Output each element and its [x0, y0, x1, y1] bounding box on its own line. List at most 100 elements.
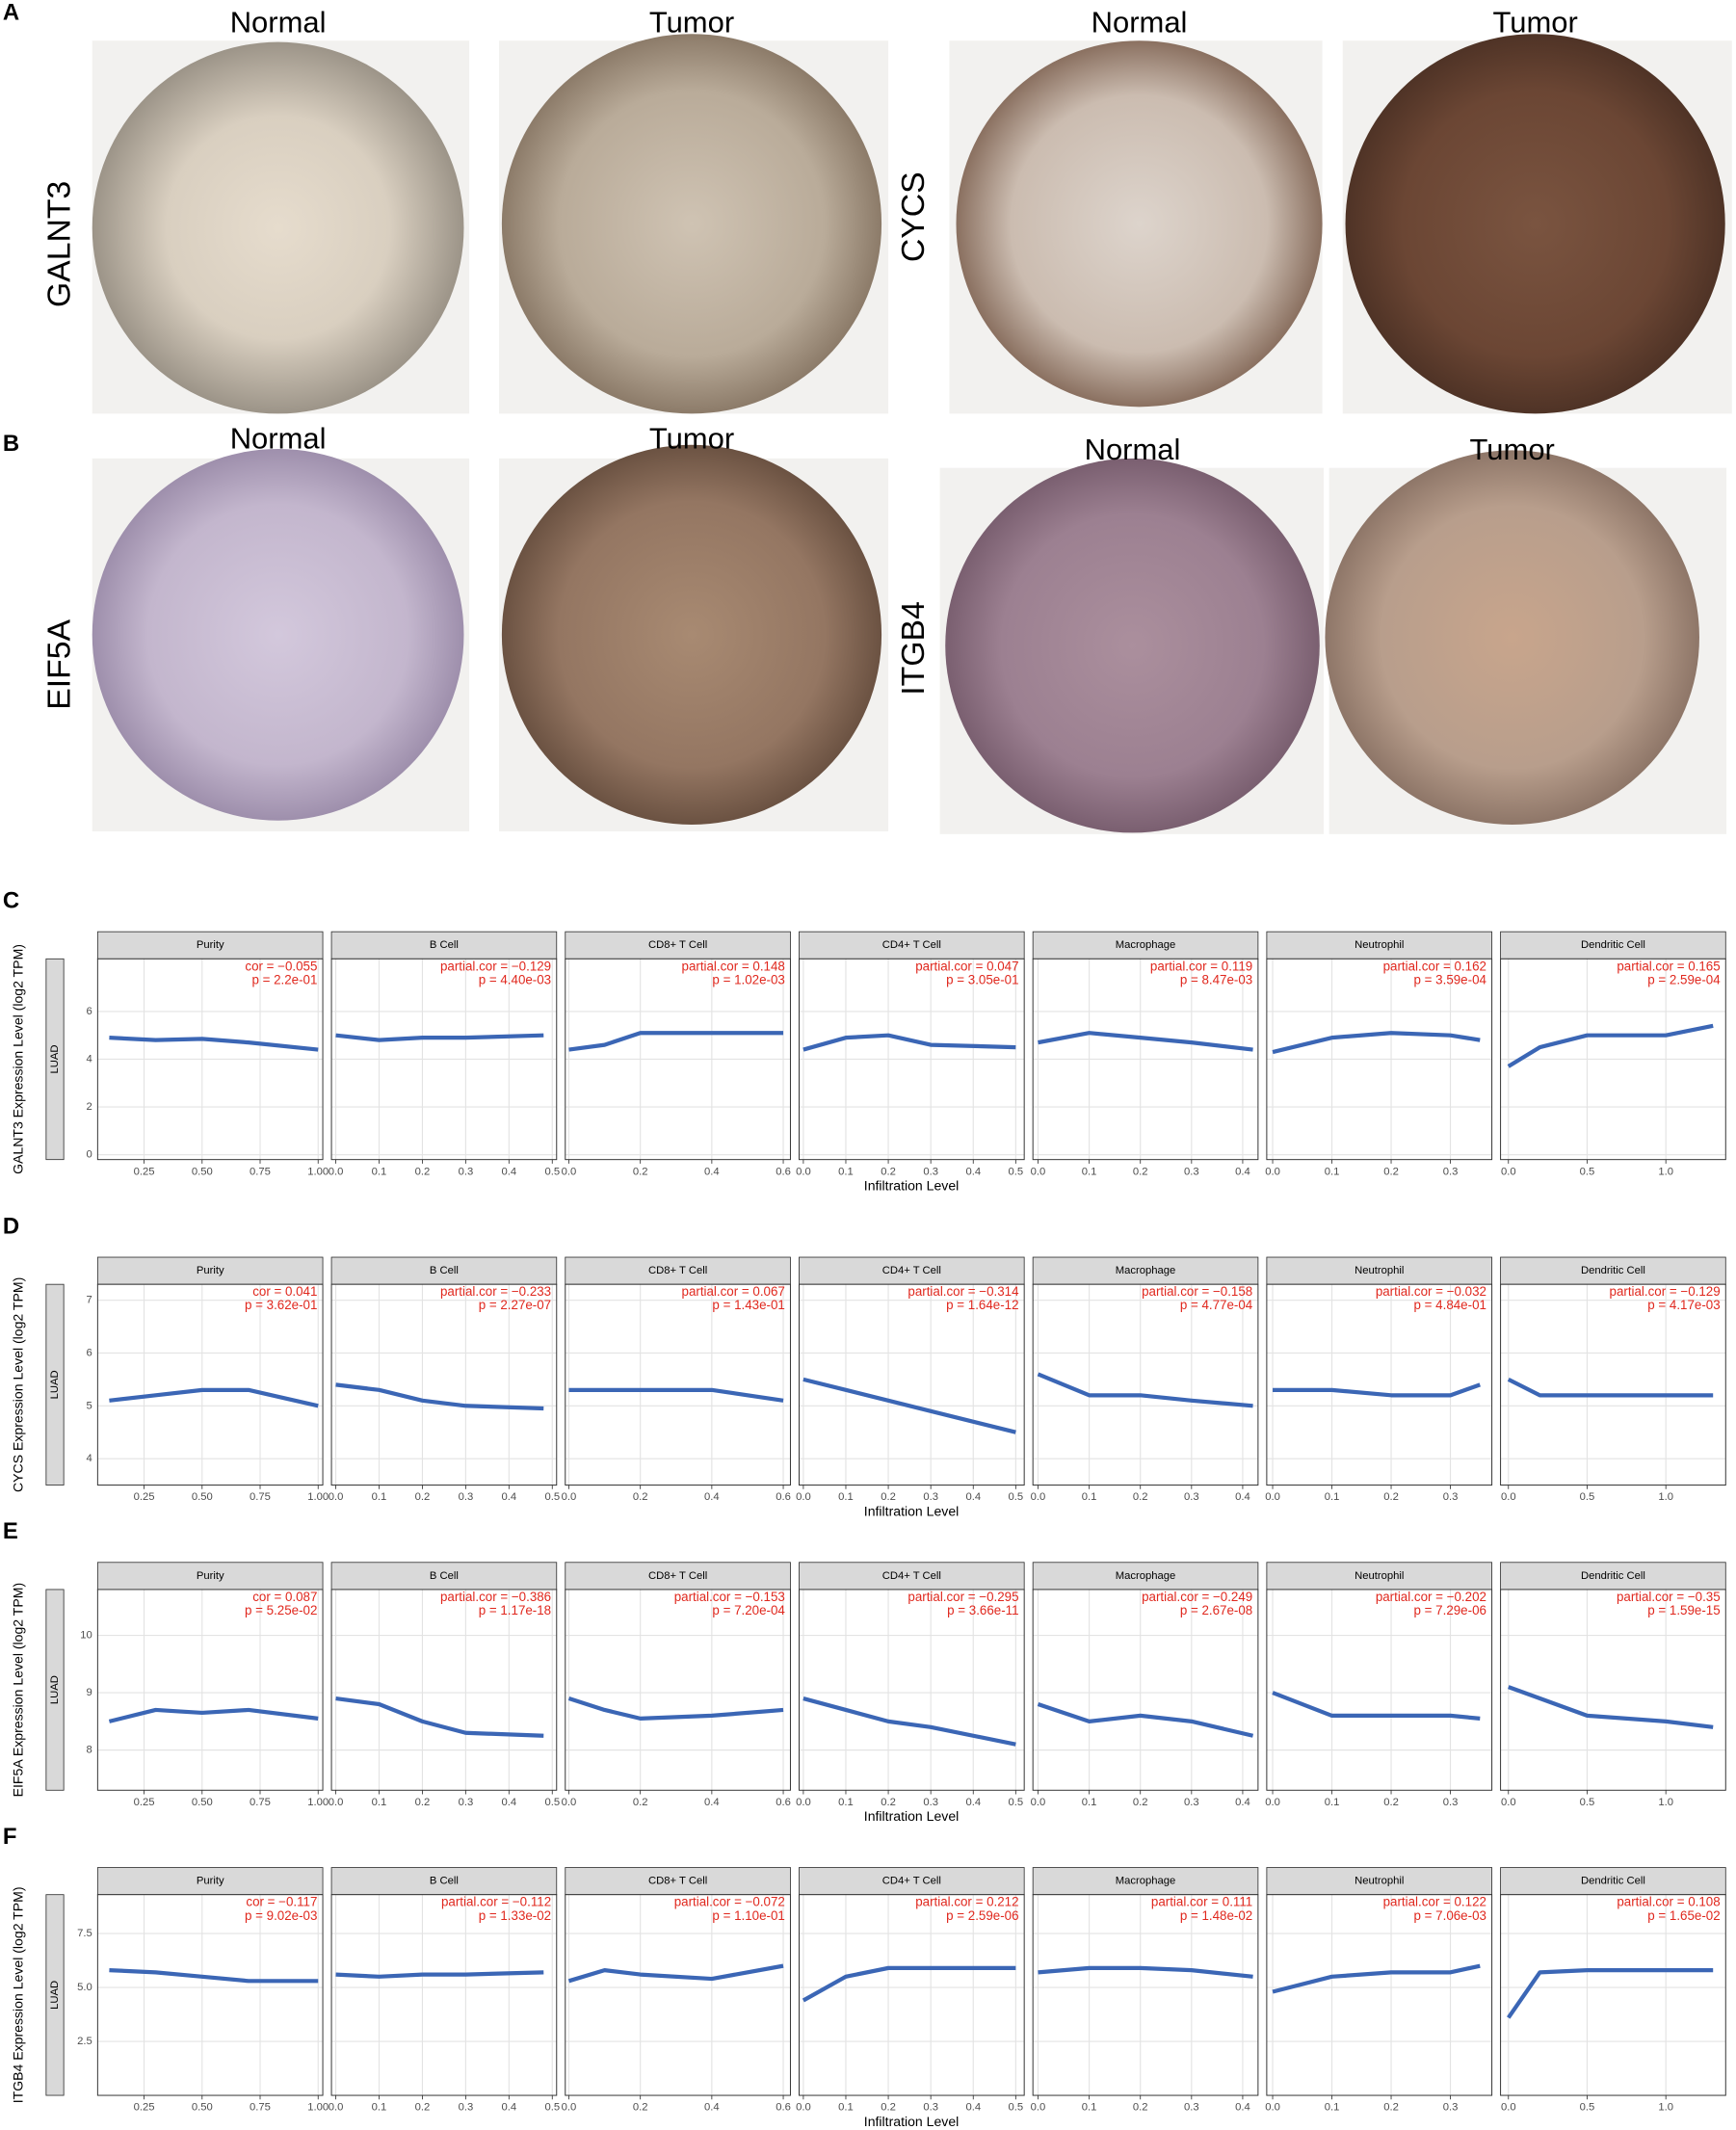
correlation-annotation: partial.cor = 0.212: [915, 1895, 1018, 1909]
facet-title: B Cell: [430, 1265, 459, 1276]
sample-label: Normal: [230, 422, 327, 456]
x-tick-label: 0.0: [1501, 1491, 1516, 1503]
x-tick-label: 0.1: [1325, 1166, 1340, 1177]
x-tick-label: 0.3: [923, 1797, 938, 1808]
x-tick-label: 0.4: [1235, 1166, 1250, 1177]
plot-area: [565, 1284, 791, 1486]
x-tick-label: 0.2: [1133, 2102, 1148, 2114]
facet-title: B Cell: [430, 1876, 459, 1887]
facet-strip: [799, 931, 1025, 960]
x-tick-label: 0.0: [796, 2102, 811, 2114]
correlation-annotation: partial.cor = −0.202: [1376, 1590, 1486, 1604]
correlation-annotation: p = 7.29e-06: [1414, 1603, 1486, 1617]
x-tick-label: 0.0: [562, 1797, 577, 1808]
facet-title: CD8+ T Cell: [648, 939, 707, 951]
correlation-annotation: partial.cor = −0.249: [1142, 1590, 1252, 1604]
y-axis-label: EIF5A Expression Level (log2 TPM): [10, 1583, 25, 1798]
trend-line: [1037, 1372, 1253, 1408]
correlation-annotation: cor = 0.087: [252, 1590, 317, 1604]
x-tick-label: 0.4: [704, 2102, 720, 2114]
trend-line: [568, 1387, 784, 1403]
facet-strip: [330, 1867, 558, 1896]
x-tick-label: 0.3: [1443, 1166, 1459, 1177]
trend-line: [1272, 1031, 1481, 1055]
x-tick-label: 0.4: [965, 2102, 981, 2114]
x-tick-label: 0.4: [502, 1491, 517, 1503]
facet-strip: [1500, 1867, 1726, 1896]
plot-border: [96, 1283, 324, 1486]
x-tick-label: 0.4: [502, 1166, 517, 1177]
correlation-annotation: cor = −0.117: [246, 1895, 317, 1909]
sample-label: Tumor: [1470, 433, 1555, 466]
tissue-core: [92, 448, 464, 821]
facet-strip: [330, 1256, 558, 1285]
x-tick-label: 0.5: [1009, 1166, 1024, 1177]
facet-title: Dendritic Cell: [1581, 1876, 1645, 1887]
x-tick-label: 0.0: [1501, 1797, 1516, 1808]
y-tick-label: 0: [86, 1149, 92, 1161]
correlation-annotation: p = 2.2e-01: [251, 972, 317, 986]
facet-title: Purity: [197, 1876, 224, 1887]
facet-strip: [1266, 931, 1493, 960]
x-axis-label: Infiltration Level: [864, 2114, 960, 2129]
trend-line: [802, 1696, 1016, 1747]
x-tick-label: 0.2: [881, 1797, 896, 1808]
correlation-annotation: p = 7.20e-04: [712, 1603, 785, 1617]
x-tick-label: 0.50: [192, 1797, 213, 1808]
x-tick-label: 0.75: [250, 2102, 271, 2114]
facet-title: Dendritic Cell: [1581, 939, 1645, 951]
facet-strip: [1266, 1256, 1493, 1285]
trend-line: [335, 1033, 544, 1042]
facet-title: Macrophage: [1116, 1265, 1176, 1276]
x-tick-label: 0.1: [1082, 1491, 1097, 1503]
plot-area: [331, 1589, 557, 1791]
plot-area: [1033, 1284, 1258, 1486]
correlation-annotation: partial.cor = −0.386: [440, 1590, 551, 1604]
x-tick-label: 0.0: [1031, 1166, 1046, 1177]
trend-line: [1507, 1378, 1714, 1398]
plot-border: [798, 1589, 1025, 1791]
correlation-annotation: partial.cor = 0.108: [1617, 1895, 1720, 1909]
facet-strip: [96, 1867, 324, 1896]
tissue-core: [501, 444, 882, 825]
facet-strip: [1266, 1867, 1493, 1896]
x-tick-label: 0.3: [1443, 1491, 1459, 1503]
y-tick-label: 10: [80, 1630, 92, 1642]
facet-title: Macrophage: [1116, 1570, 1176, 1582]
correlation-annotation: partial.cor = −0.129: [440, 959, 551, 973]
x-tick-label: 0.4: [1235, 2102, 1250, 2114]
figure-content: A GALNT3 Normal Tumor CYCS Normal Tumor B EIF5A N…: [3, 0, 1732, 2129]
facet-strip: [330, 1562, 558, 1591]
plot-border: [1266, 1283, 1493, 1486]
x-tick-label: 1.00: [307, 2102, 329, 2114]
sample-label: Normal: [230, 6, 327, 39]
x-tick-label: 0.1: [372, 1797, 387, 1808]
x-tick-label: 0.1: [1325, 2102, 1340, 2114]
plot-area: [799, 1589, 1025, 1791]
correlation-annotation: p = 1.65e-02: [1647, 1908, 1720, 1923]
correlation-annotation: cor = 0.041: [252, 1284, 317, 1299]
plot-area: [331, 1894, 557, 2096]
facet-title: Purity: [197, 1265, 224, 1276]
plot-area: [97, 1589, 324, 1791]
plot-border: [330, 1589, 558, 1791]
plot-area: [97, 1894, 324, 2096]
correlation-annotation: partial.cor = 0.162: [1383, 959, 1486, 973]
correlation-annotation: p = 1.43e-01: [712, 1298, 784, 1312]
plot-border: [1266, 1894, 1493, 2096]
x-tick-label: 1.00: [307, 1166, 329, 1177]
x-tick-label: 0.2: [415, 1166, 431, 1177]
x-tick-label: 0.2: [633, 2102, 648, 2114]
x-tick-label: 0.6: [776, 1797, 791, 1808]
x-tick-label: 0.3: [923, 2102, 938, 2114]
facet-title: Neutrophil: [1355, 939, 1404, 951]
facet-strip: [1500, 1256, 1726, 1285]
sample-label: Tumor: [649, 422, 734, 456]
x-tick-label: 0.2: [415, 2102, 431, 2114]
facet-title: Neutrophil: [1355, 1876, 1404, 1887]
x-tick-label: 0.5: [1580, 2102, 1595, 2114]
trend-line: [1507, 1023, 1714, 1068]
facet-title: CD8+ T Cell: [648, 1265, 707, 1276]
plot-area: [1033, 1589, 1258, 1791]
facet-title: CD4+ T Cell: [882, 1265, 941, 1276]
